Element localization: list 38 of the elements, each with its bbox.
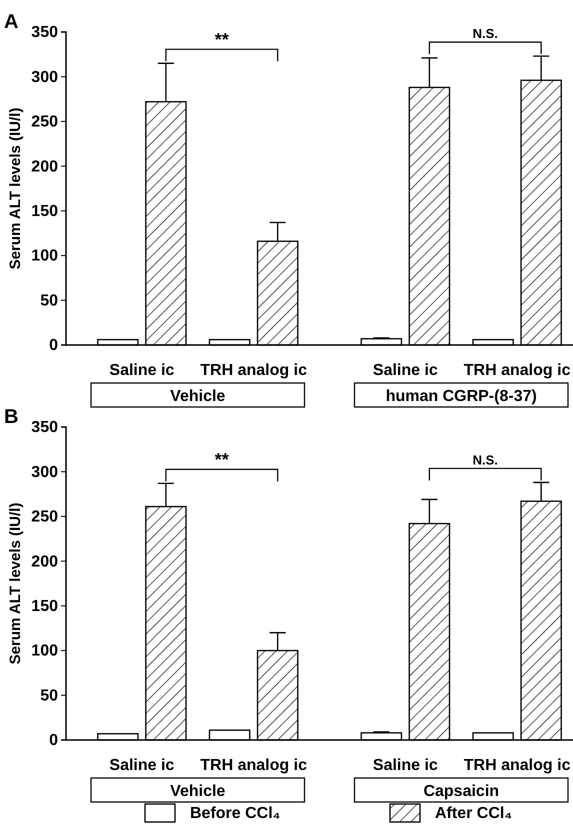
y-tick-label: 50 xyxy=(40,292,58,310)
annotation: ** xyxy=(214,29,229,50)
y-tick-label: 200 xyxy=(31,553,58,570)
y-tick-label: 150 xyxy=(31,202,58,220)
x-tick-label: Saline ic xyxy=(372,757,438,774)
x-tick-label: Saline ic xyxy=(372,362,438,379)
y-tick-label: 300 xyxy=(31,464,58,481)
legend-label: After CCl₄ xyxy=(435,805,512,822)
x-tick-label: Saline ic xyxy=(109,362,174,379)
y-tick-label: 350 xyxy=(31,419,58,436)
x-tick-label: TRH analog ic xyxy=(200,757,308,774)
x-tick-label: TRH analog ic xyxy=(464,362,571,379)
chart-title: A xyxy=(4,11,18,33)
y-axis-title: Serum ALT levels (IU/l) xyxy=(7,108,24,270)
y-tick-label: 350 xyxy=(31,24,58,42)
y-tick-label: 150 xyxy=(31,598,58,615)
x-tick-label: Saline ic xyxy=(109,757,174,774)
annotation: ** xyxy=(214,449,229,470)
y-tick-label: 100 xyxy=(31,642,58,660)
y-tick-label: 250 xyxy=(31,114,58,131)
y-tick-label: 50 xyxy=(40,687,58,704)
chart-title: B xyxy=(4,406,18,428)
y-tick-label: 0 xyxy=(49,337,58,354)
y-tick-label: 0 xyxy=(49,732,58,750)
y-tick-label: 100 xyxy=(31,248,58,265)
y-axis-title: Serum ALT levels (IU/l) xyxy=(7,502,24,664)
annotation: N.S. xyxy=(472,452,498,468)
text: Vehicle xyxy=(170,388,226,405)
text: human CGRP-(8-37) xyxy=(386,388,537,405)
y-tick-label: 300 xyxy=(31,68,58,86)
text: Capsaicin xyxy=(423,783,500,800)
text: Vehicle xyxy=(170,783,226,800)
annotation: N.S. xyxy=(472,26,498,42)
y-tick-label: 250 xyxy=(31,508,58,526)
x-tick-label: TRH analog ic xyxy=(464,757,571,774)
y-tick-label: 200 xyxy=(31,158,58,176)
x-tick-label: TRH analog ic xyxy=(200,362,308,379)
legend-label: Before CCl₄ xyxy=(190,805,280,822)
